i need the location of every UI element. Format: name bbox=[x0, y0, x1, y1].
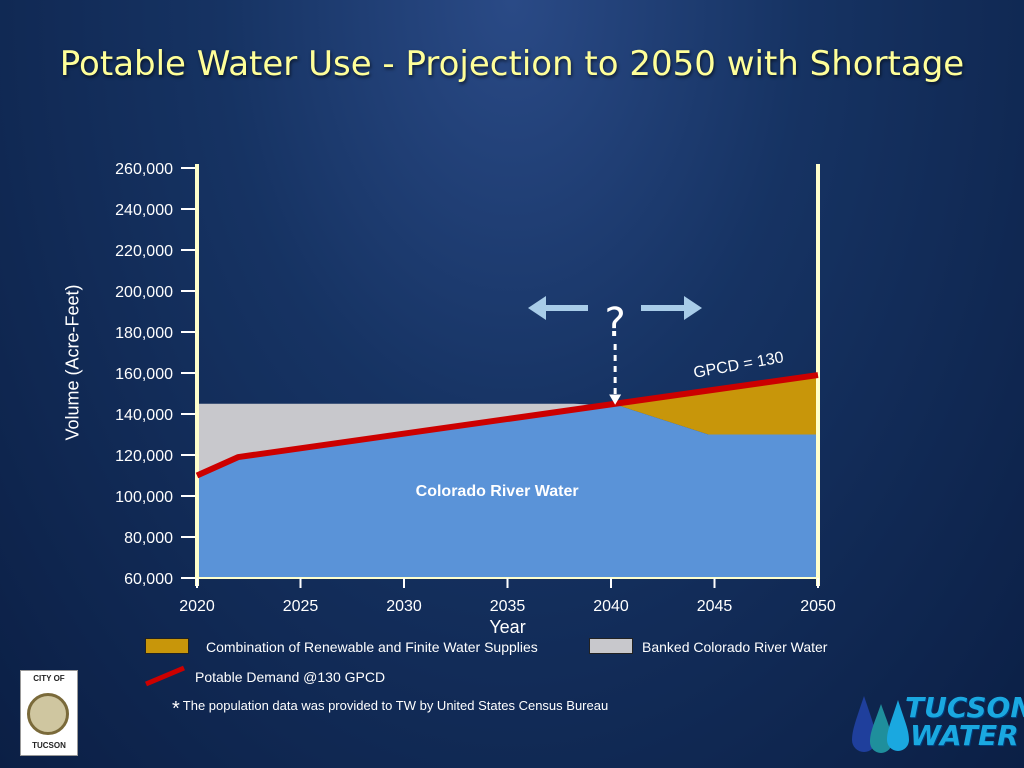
x-tick-label: 2050 bbox=[800, 598, 836, 615]
y-tick-label: 260,000 bbox=[115, 161, 173, 178]
right-arrow-icon bbox=[641, 296, 702, 320]
y-tick-label: 200,000 bbox=[115, 284, 173, 301]
banked-area bbox=[197, 403, 620, 476]
y-tick-label: 160,000 bbox=[115, 366, 173, 383]
colorado-area-label: Colorado River Water bbox=[416, 483, 579, 500]
y-tick-label: 140,000 bbox=[115, 407, 173, 424]
city-of-tucson-logo: CITY OF TUCSON bbox=[20, 670, 78, 756]
legend-label-banked: Banked Colorado River Water bbox=[642, 639, 828, 655]
legend-swatch-combination bbox=[145, 638, 189, 654]
y-tick-label: 80,000 bbox=[124, 530, 173, 547]
footnote-star: * bbox=[172, 698, 180, 720]
colorado-river-area bbox=[197, 405, 818, 578]
legend-swatch-banked bbox=[589, 638, 633, 654]
tucson-water-logo: TUCSON WATER bbox=[850, 690, 1024, 760]
footnote-text: The population data was provided to TW b… bbox=[182, 698, 609, 713]
pointer-arrowhead bbox=[609, 394, 622, 405]
y-axis-label: Volume (Acre-Feet) bbox=[62, 284, 83, 441]
x-axis-label: Year bbox=[489, 617, 525, 637]
gpcd-label: GPCD = 130 bbox=[692, 349, 785, 382]
city-seal-icon bbox=[27, 693, 69, 735]
legend-swatch-demand bbox=[145, 665, 185, 687]
demand-line bbox=[195, 372, 819, 479]
y-tick-label: 100,000 bbox=[115, 489, 173, 506]
city-logo-top-text: CITY OF bbox=[33, 674, 65, 683]
y-tick-label: 180,000 bbox=[115, 325, 173, 342]
footnote: * The population data was provided to TW … bbox=[172, 698, 608, 721]
city-logo-bottom-text: TUCSON bbox=[32, 741, 66, 750]
x-tick-label: 2025 bbox=[283, 598, 319, 615]
x-tick-label: 2040 bbox=[593, 598, 629, 615]
brand-text-top: TUCSON bbox=[905, 691, 1024, 724]
combination-area bbox=[619, 375, 818, 435]
legend-label-demand: Potable Demand @130 GPCD bbox=[195, 669, 386, 685]
slide-title: Potable Water Use - Projection to 2050 w… bbox=[59, 44, 965, 84]
brand-text-bottom: WATER bbox=[910, 719, 1019, 752]
x-tick-label: 2045 bbox=[697, 598, 733, 615]
question-mark: ? bbox=[605, 300, 626, 346]
legend-label-combination: Combination of Renewable and Finite Wate… bbox=[206, 639, 538, 655]
x-tick-label: 2035 bbox=[490, 598, 526, 615]
x-tick-label: 2030 bbox=[386, 598, 422, 615]
y-tick-label: 120,000 bbox=[115, 448, 173, 465]
left-arrow-icon bbox=[528, 296, 588, 320]
x-tick-label: 2020 bbox=[179, 598, 215, 615]
y-tick-label: 60,000 bbox=[124, 571, 173, 588]
water-drops-icon bbox=[852, 696, 909, 753]
y-tick-label: 240,000 bbox=[115, 202, 173, 219]
y-tick-label: 220,000 bbox=[115, 243, 173, 260]
